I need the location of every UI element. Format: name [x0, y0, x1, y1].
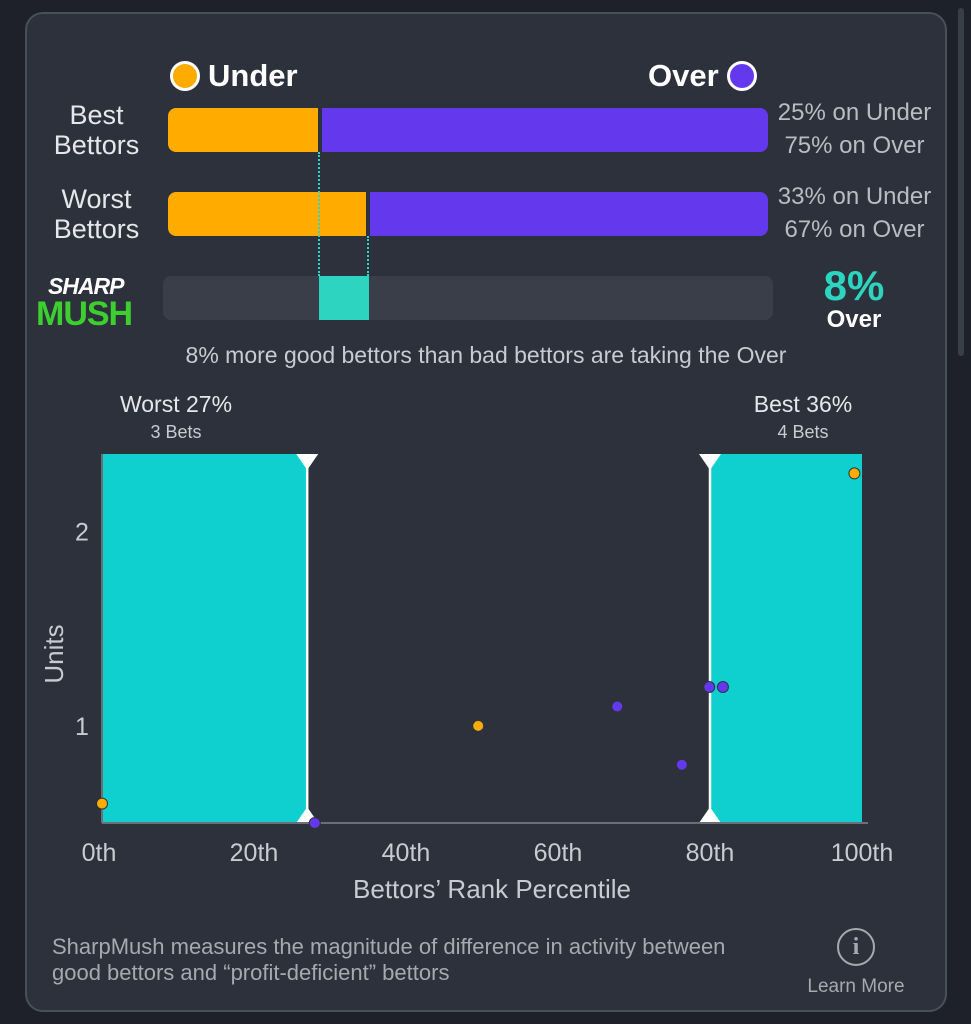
info-icon: i	[837, 928, 875, 966]
bet-point-under	[472, 719, 485, 732]
segment-divider	[318, 108, 322, 152]
worst-label-line2: Bettors	[53, 214, 140, 244]
x-tick-label: 0th	[82, 839, 117, 867]
best-under-segment	[168, 108, 318, 152]
bet-point-under	[96, 797, 108, 810]
best-over-segment	[322, 108, 768, 152]
best-bettors-bar	[168, 108, 768, 152]
best-zone-area	[710, 454, 862, 823]
best-boundary-bottom-marker	[699, 807, 721, 823]
worst-over-text: 67% on Over	[784, 216, 925, 243]
worst-split-guide	[367, 236, 369, 276]
bet-point-under	[848, 467, 861, 480]
bet-point-over	[716, 681, 729, 694]
worst-bettors-label: Worst Bettors	[24, 184, 169, 244]
best-label-line2: Bettors	[53, 130, 140, 160]
sharpmush-difference-fill	[319, 276, 369, 320]
best-boundary-top-marker	[699, 454, 721, 470]
best-pct-text: 25% on Under 75% on Over	[772, 96, 937, 162]
legend-over-label: Over	[648, 58, 719, 93]
scrollbar[interactable]	[958, 8, 964, 356]
learn-more-label: Learn More	[807, 976, 905, 997]
sharpmush-summary: 8% more good bettors than bad bettors ar…	[185, 342, 787, 368]
best-split-guide	[318, 152, 320, 276]
sharpmush-track	[163, 276, 773, 320]
y-tick-label: 2	[75, 519, 89, 547]
legend-over: Over	[648, 58, 757, 94]
legend-under: Under	[170, 58, 298, 94]
worst-under-segment	[168, 192, 366, 236]
legend-under-label: Under	[208, 58, 298, 93]
over-dot-icon	[726, 61, 757, 91]
bet-point-over	[611, 700, 624, 713]
sharpmush-side: Over	[826, 306, 882, 333]
sharpmush-logo: SHARP MUSH	[36, 273, 152, 335]
bet-point-over	[675, 758, 688, 771]
best-zone-bets: 4 Bets	[777, 422, 828, 442]
sharpmush-value: 8%	[823, 262, 885, 309]
worst-boundary-top-marker	[296, 454, 319, 470]
worst-under-text: 33% on Under	[777, 183, 932, 210]
logo-top-text: SHARP	[48, 273, 125, 299]
x-tick-label: 60th	[534, 839, 583, 867]
bet-point-over	[703, 681, 716, 694]
best-bettors-label: Best Bettors	[24, 100, 169, 160]
y-tick-label: 1	[75, 713, 89, 741]
best-under-text: 25% on Under	[777, 99, 932, 126]
worst-over-segment	[370, 192, 768, 236]
under-dot-icon	[170, 61, 200, 91]
learn-more-button[interactable]: i Learn More	[800, 928, 912, 998]
worst-bettors-bar	[168, 192, 768, 236]
sharpmush-description: SharpMush measures the magnitude of diff…	[52, 934, 726, 985]
x-tick-label: 80th	[686, 839, 735, 867]
x-axis-label: Bettors’ Rank Percentile	[353, 874, 631, 904]
best-over-text: 75% on Over	[784, 132, 925, 159]
best-label-line1: Best	[69, 100, 124, 130]
rank-percentile-chart: 0th 20th 40th 60th 80th 100th 1 2 Bettors’ Rank …	[39, 391, 894, 904]
worst-zone-area	[102, 454, 308, 823]
bet-point-over	[308, 817, 321, 829]
worst-pct-text: 33% on Under 67% on Over	[772, 180, 937, 246]
logo-bottom-text: MUSH	[36, 295, 133, 333]
segment-divider	[366, 192, 370, 236]
worst-zone-bets: 3 Bets	[150, 422, 201, 442]
best-zone-label: Best 36%	[754, 391, 852, 417]
worst-zone-label: Worst 27%	[120, 391, 232, 417]
x-tick-label: 100th	[831, 839, 894, 867]
worst-label-line1: Worst	[61, 184, 132, 214]
x-tick-label: 40th	[382, 839, 431, 867]
y-axis-label: Units	[39, 624, 69, 683]
x-tick-label: 20th	[230, 839, 279, 867]
